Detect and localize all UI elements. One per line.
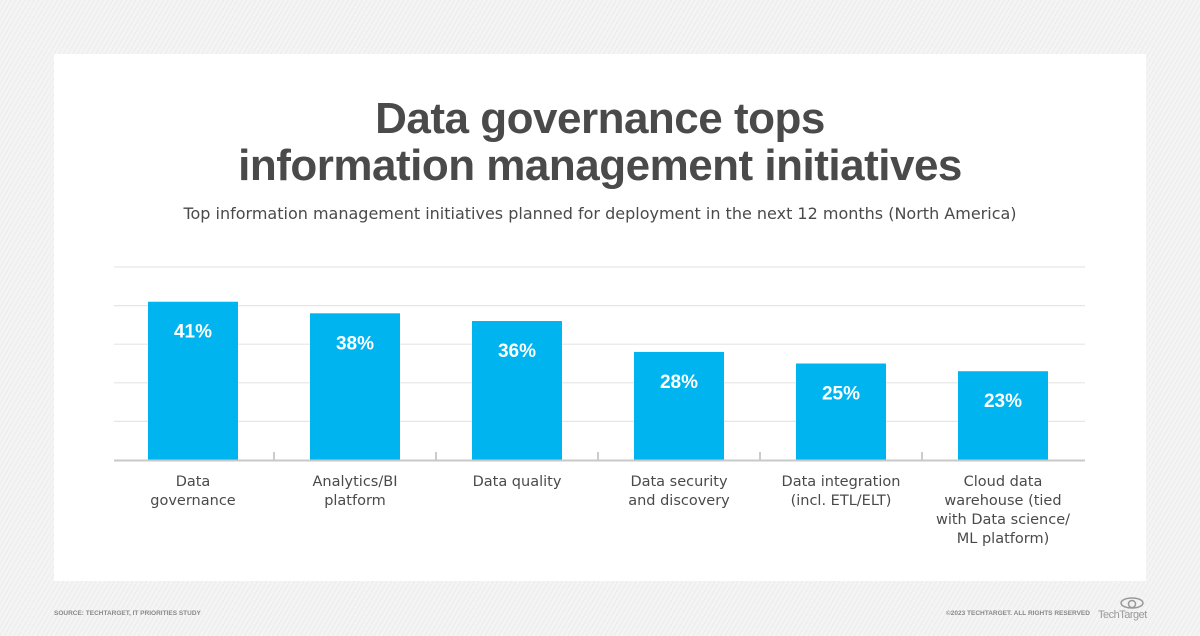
data-label: 36% <box>498 341 536 362</box>
bar <box>634 351 724 460</box>
data-label: 41% <box>174 322 212 343</box>
data-label: 28% <box>660 372 698 393</box>
category-label: warehouse (tied <box>944 493 1061 509</box>
category-label: with Data science/ <box>936 512 1070 528</box>
data-label: 23% <box>984 391 1022 412</box>
title-line-1: Data governance tops <box>375 94 825 143</box>
copyright-note: ©2023 TECHTARGET. ALL RIGHTS RESERVED <box>946 610 1090 617</box>
category-label: platform <box>324 493 386 509</box>
category-label: governance <box>150 493 236 509</box>
bar <box>310 313 400 460</box>
category-label: Cloud data <box>964 474 1043 490</box>
chart-title: Data governance tops information managem… <box>0 95 1200 189</box>
category-label: ML platform) <box>957 531 1049 547</box>
category-label: Data integration <box>782 474 901 490</box>
bar <box>148 301 238 460</box>
data-label: 38% <box>336 333 374 354</box>
techtarget-logo: TechTarget <box>1098 594 1148 624</box>
chart-subtitle: Top information management initiatives p… <box>183 204 1017 223</box>
logo-text: TechTarget <box>1098 609 1147 621</box>
category-label: and discovery <box>628 493 730 509</box>
category-label: Data security <box>630 474 728 490</box>
category-label: Analytics/BI <box>313 474 398 490</box>
category-label: Data quality <box>473 474 562 490</box>
data-label: 25% <box>822 384 860 405</box>
eye-icon <box>1120 597 1144 609</box>
category-label: Data <box>176 474 211 490</box>
category-label: (incl. ETL/ELT) <box>791 493 892 509</box>
bar <box>472 321 562 460</box>
bar <box>796 363 886 460</box>
title-line-2: information management initiatives <box>238 141 962 190</box>
source-note: SOURCE: TECHTARGET, IT PRIORITIES STUDY <box>54 610 201 617</box>
bar <box>958 371 1048 460</box>
